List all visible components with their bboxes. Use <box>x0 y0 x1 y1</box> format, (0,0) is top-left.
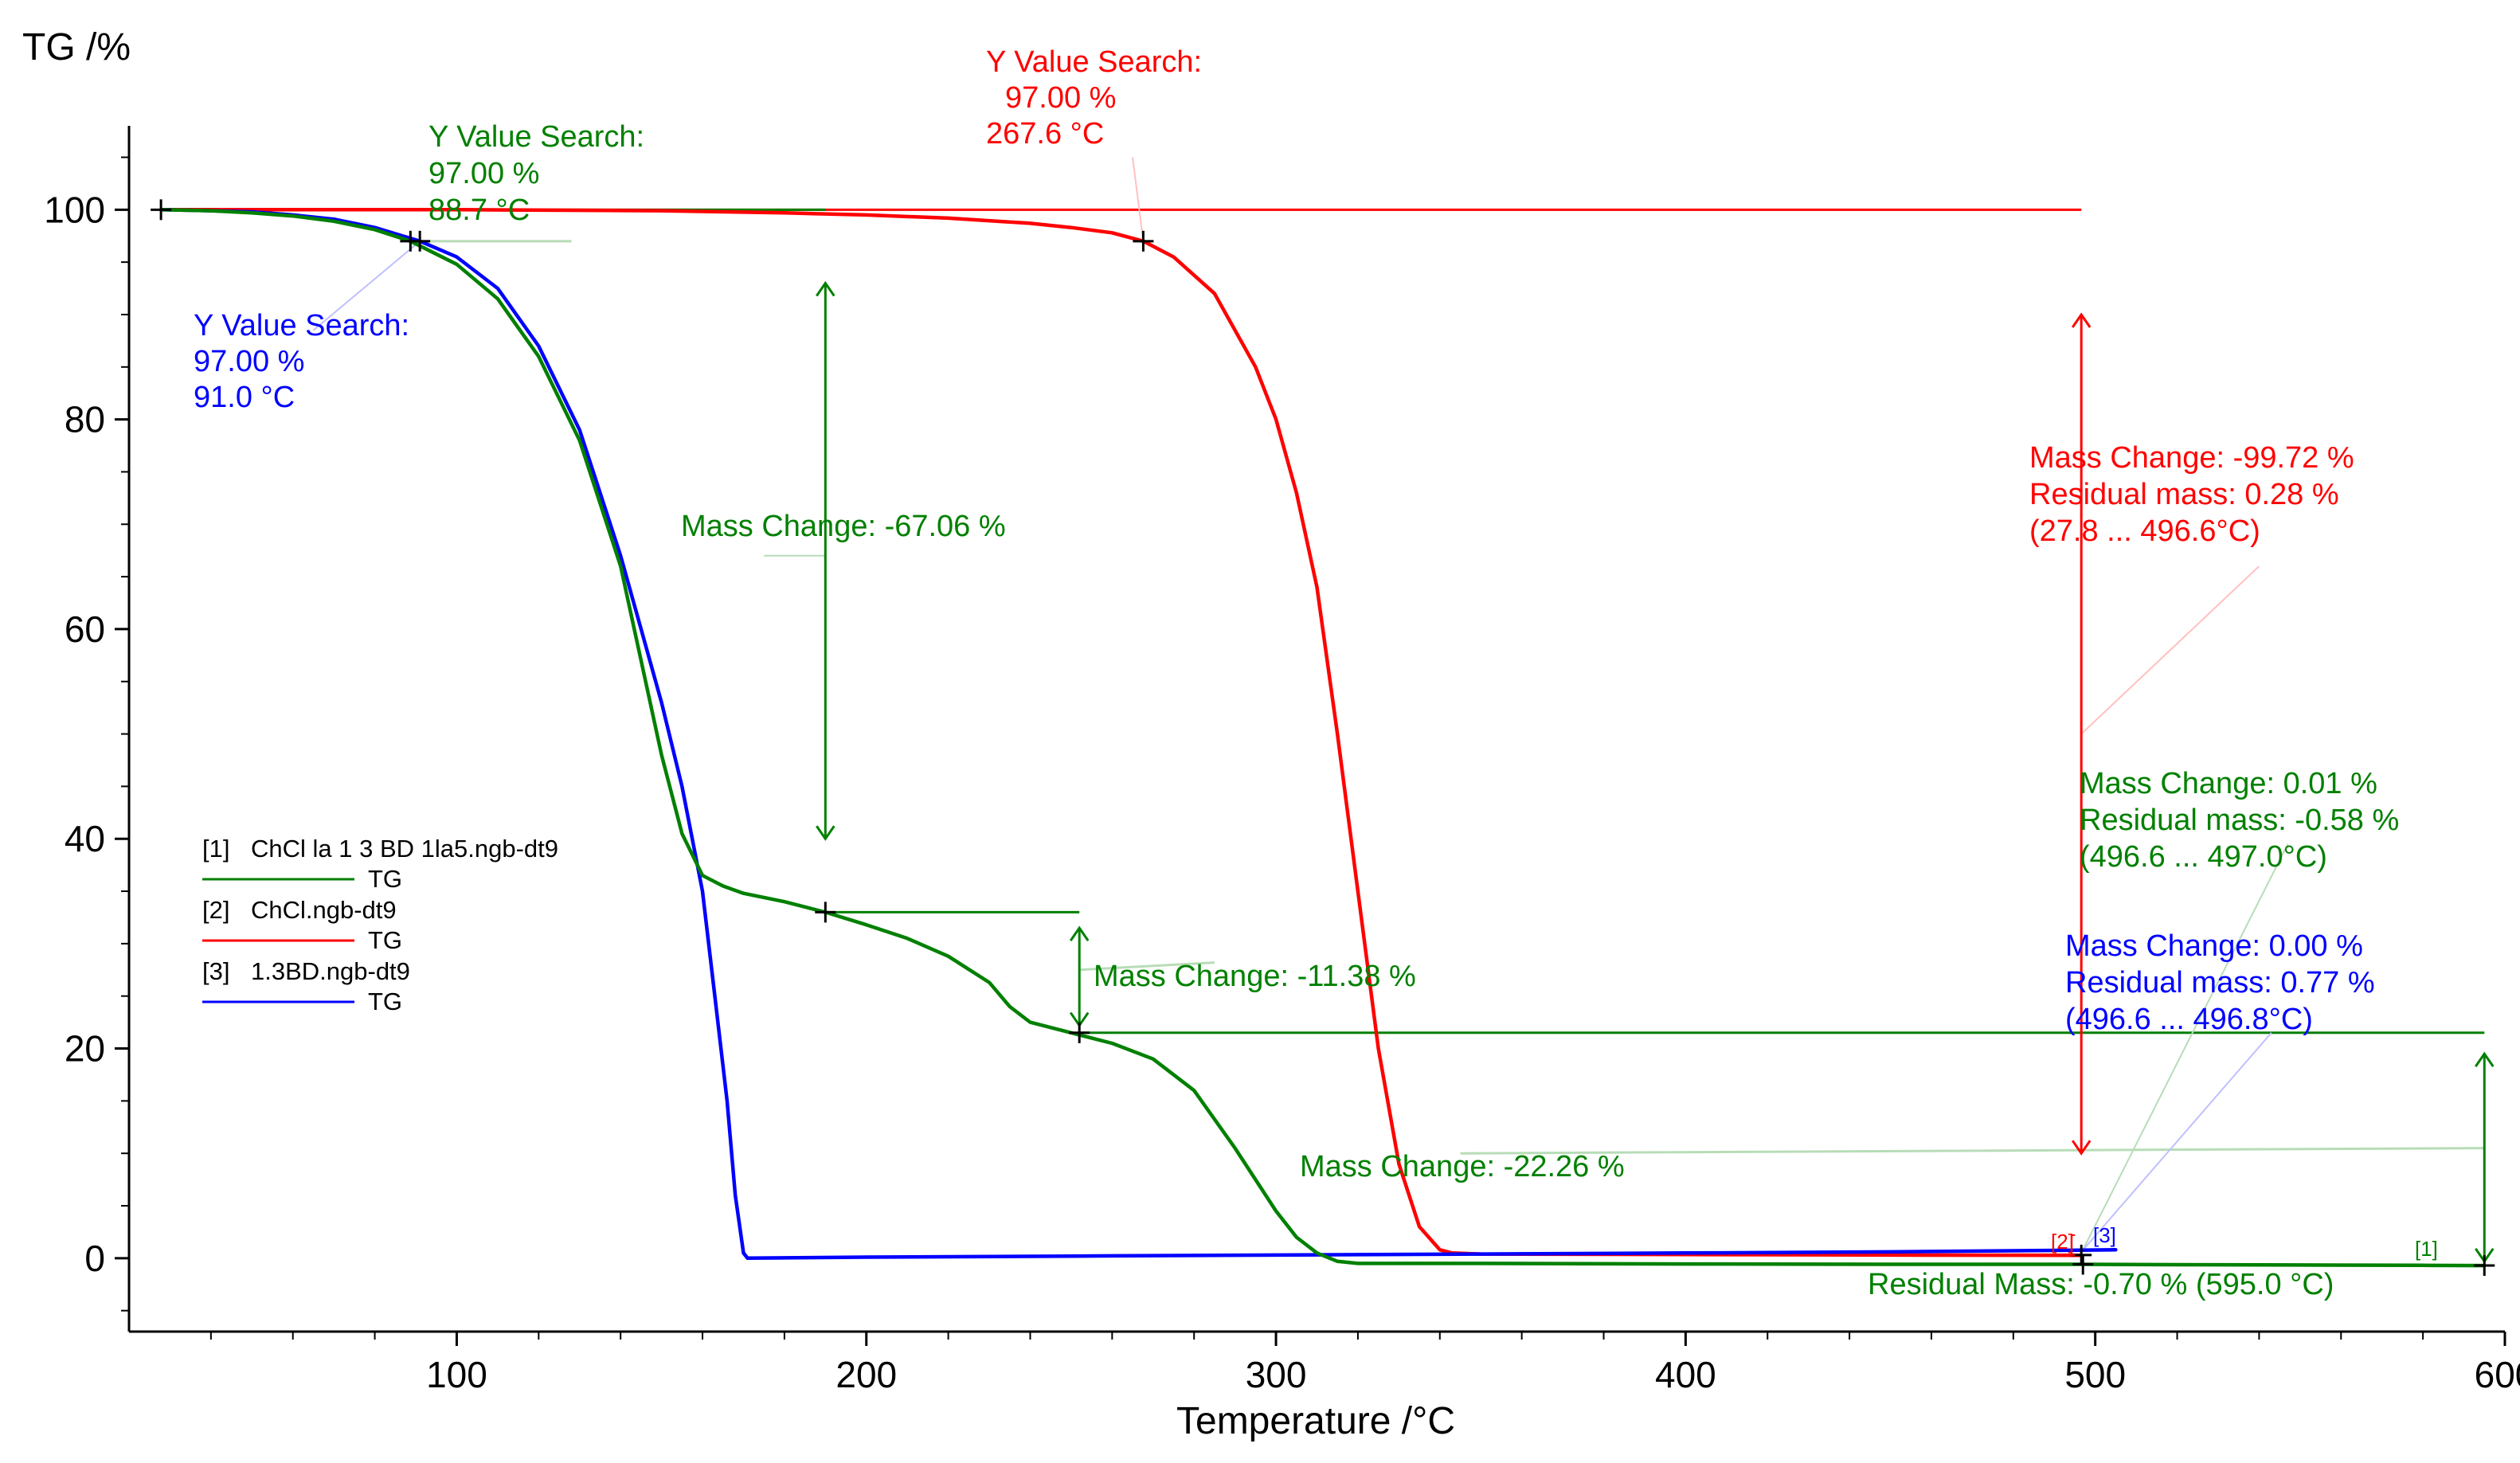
mass-change-1b-arrow-head-top <box>1069 925 1090 941</box>
x-tick-label: 100 <box>426 1354 487 1395</box>
markers <box>151 199 2495 1277</box>
y-search-3-value: 97.00 % <box>194 345 304 378</box>
mass-change-1c-arrow-head-top <box>2475 1051 2495 1067</box>
annotations: Y Value Search: 97.00 % 88.7 °C Y Value … <box>194 45 2438 1301</box>
y-search-3-leader <box>312 241 421 331</box>
series-1-line <box>158 208 2487 1268</box>
summary-green-leader <box>2080 843 2289 1254</box>
legend-signal-1: TG <box>368 865 402 893</box>
summary-blue-line2: Residual mass: 0.77 % <box>2065 966 2375 999</box>
mass-change-1a: Mass Change: -67.06 % <box>681 510 1006 543</box>
x-tick-label: 400 <box>1655 1354 1716 1395</box>
y-search-2-title: Y Value Search: <box>986 45 1202 79</box>
y-axis-title: TG /% <box>22 26 131 68</box>
mass-change-1a-arrow-head-bottom <box>816 825 835 841</box>
x-tick-label: 500 <box>2064 1354 2126 1395</box>
bracket-2-marker <box>2071 1234 2076 1256</box>
y-search-2-leader <box>1132 157 1145 241</box>
legend-signal-3: TG <box>368 988 402 1015</box>
marker-1-label: [1] <box>2415 1237 2438 1261</box>
mass-change-1b: Mass Change: -11.38 % <box>1094 960 1416 993</box>
summary-green-line1: Mass Change: 0.01 % <box>2080 767 2377 800</box>
x-axis-title: Temperature /°C <box>1176 1400 1455 1442</box>
y-tick-label: 20 <box>65 1028 105 1070</box>
summary-green-line3: (496.6 ... 497.0°C) <box>2080 840 2327 874</box>
mass-change-1a-arrow-head-top <box>816 280 835 297</box>
legend-key-3: [3] <box>202 957 229 985</box>
summary-blue-leader <box>2080 1032 2272 1253</box>
y-tick-label: 40 <box>65 818 105 859</box>
legend-file-1: ChCl la 1 3 BD 1la5.ngb-dt9 <box>251 835 558 863</box>
y-tick-label: 0 <box>84 1238 105 1279</box>
summary-blue-line3: (496.6 ... 496.8°C) <box>2065 1003 2313 1036</box>
summary-red-line2: Residual mass: 0.28 % <box>2029 478 2339 511</box>
marker-3-label: [3] <box>2093 1223 2116 1247</box>
y-tick-label: 60 <box>65 608 105 650</box>
summary-green-line2: Residual mass: -0.58 % <box>2080 804 2399 837</box>
mass-change-1b-leader <box>1079 961 1215 972</box>
series-group <box>158 208 2487 1268</box>
mass-change-1c-leader <box>1460 1147 2485 1155</box>
legend-key-1: [1] <box>202 835 229 863</box>
y-search-1-value: 97.00 % <box>428 157 539 190</box>
axes: 100 200 300 400 500 600 0 20 40 60 80 100 TG /% Te… <box>22 26 2520 1442</box>
legend-key-2: [2] <box>202 896 229 924</box>
summary-red-arrow-head-bottom <box>2071 1140 2092 1156</box>
y-tick-label: 100 <box>44 189 105 230</box>
y-search-3-temp: 91.0 °C <box>194 381 295 414</box>
legend: [1] ChCl la 1 3 BD 1la5.ngb-dt9 TG [2] C… <box>202 835 558 1015</box>
y-search-2-value: 97.00 % <box>1005 81 1116 115</box>
y-search-2-temp: 267.6 °C <box>986 117 1104 151</box>
y-tick-label: 80 <box>65 399 105 440</box>
x-ticks: 100 200 300 400 500 600 <box>209 1332 2520 1395</box>
summary-blue-line1: Mass Change: 0.00 % <box>2065 929 2363 963</box>
legend-signal-2: TG <box>368 926 402 954</box>
y-search-3-title: Y Value Search: <box>194 309 409 342</box>
residual-final: Residual Mass: -0.70 % (595.0 °C) <box>1868 1268 2334 1301</box>
summary-red-line3: (27.8 ... 496.6°C) <box>2029 514 2260 548</box>
series-3-line <box>158 208 2118 1261</box>
y-ticks: 0 20 40 60 80 100 <box>44 156 129 1312</box>
legend-file-3: 1.3BD.ngb-dt9 <box>251 957 410 985</box>
marker-2-label: [2] <box>2051 1230 2074 1254</box>
x-tick-label: 600 <box>2475 1354 2520 1395</box>
mass-change-1c: Mass Change: -22.26 % <box>1300 1150 1625 1183</box>
series-2-line <box>158 208 2084 1258</box>
x-tick-label: 300 <box>1246 1354 1307 1395</box>
summary-red-line1: Mass Change: -99.72 % <box>2029 441 2354 475</box>
y-search-1-title: Y Value Search: <box>428 120 644 154</box>
summary-red-leader <box>2080 565 2260 735</box>
y-search-1-temp: 88.7 °C <box>428 194 530 227</box>
legend-file-2: ChCl.ngb-dt9 <box>251 896 397 924</box>
summary-red-arrow-head-top <box>2071 312 2092 328</box>
x-tick-label: 200 <box>835 1354 897 1395</box>
